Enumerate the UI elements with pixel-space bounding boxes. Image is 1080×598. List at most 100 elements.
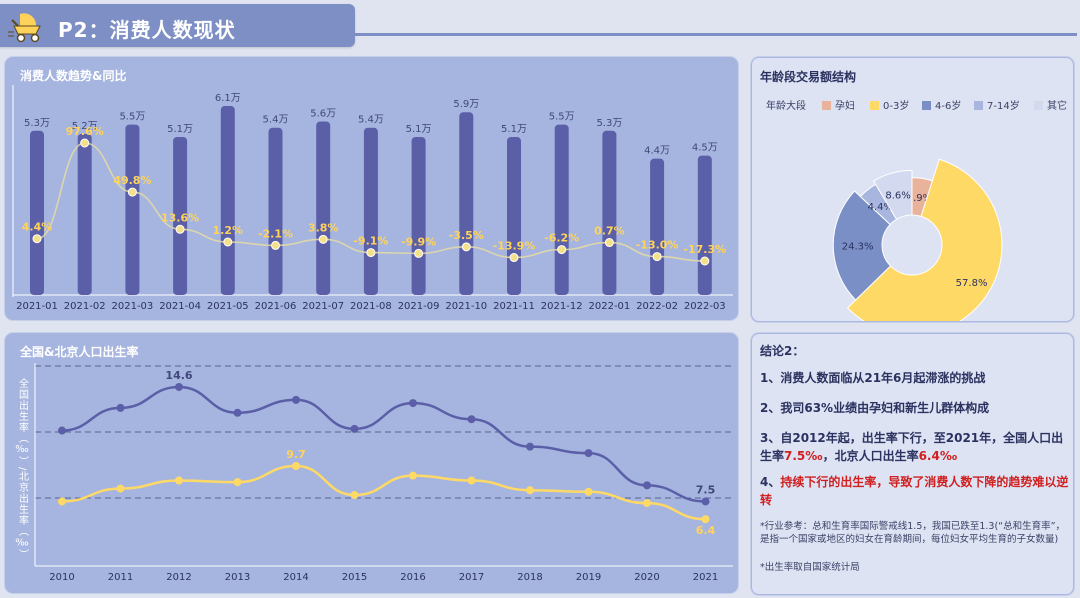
- x-tick-label: 2021-05: [207, 301, 249, 312]
- header-rule: [355, 33, 1077, 36]
- age-title: 年龄段交易额结构: [760, 70, 857, 84]
- legend-label: 其它: [1047, 99, 1067, 112]
- age-panel: 年龄段交易额结构 年龄大段 孕妇 0-3岁 4-6岁 7-14岁 其它 4.9% 57.8%…: [751, 57, 1074, 322]
- birth-data-label: 9.7: [286, 448, 306, 461]
- bar-label: 5.3万: [24, 118, 50, 129]
- birth-data-label: 14.6: [165, 369, 192, 382]
- x-tick-label: 2011: [108, 572, 133, 583]
- conclusion-panel: 结论2： 1、消费人数面临从21年6月起滞涨的挑战 2、我司63%业绩由孕妇和新…: [751, 333, 1074, 595]
- bar-label: 5.4万: [263, 115, 289, 126]
- bar-label: 4.4万: [644, 146, 670, 157]
- birth-point: [175, 476, 183, 485]
- pie-slice: [872, 169, 913, 220]
- legend-swatch: [974, 101, 983, 110]
- bar: [602, 130, 617, 295]
- x-tick-label: 2021-02: [64, 301, 106, 312]
- national-birth-line: [61, 385, 706, 503]
- conclusion-point-3: 3、自2012年起，出生率下行，至2021年，全国人口出生率7.5‰，北京人口出…: [760, 429, 1070, 465]
- bar: [363, 127, 378, 295]
- pie-slice: [846, 158, 1003, 321]
- bar-label: 4.5万: [692, 143, 718, 154]
- source-note: *出生率取自国家统计局: [760, 562, 860, 573]
- birth-point: [175, 382, 183, 391]
- bar-label: 5.2万: [72, 121, 98, 132]
- birth-point: [701, 497, 710, 506]
- bar-label: 5.1万: [501, 124, 527, 135]
- legend-label: 孕妇: [835, 99, 855, 112]
- x-tick-label: 2018: [517, 572, 542, 583]
- beijing-birth-line: [61, 464, 706, 521]
- yoy-label: 1.2%: [213, 224, 244, 237]
- x-tick-label: 2017: [459, 572, 484, 583]
- yoy-point: [509, 253, 519, 263]
- yoy-label: -9.1%: [353, 235, 388, 248]
- age-legend-title: 年龄大段: [766, 99, 806, 112]
- x-tick-label: 2021: [693, 572, 718, 583]
- birth-point: [58, 497, 66, 506]
- birth-point: [584, 487, 593, 496]
- yoy-label: 97.6%: [66, 125, 104, 138]
- bar-label: 5.1万: [406, 124, 432, 135]
- yoy-point: [414, 248, 424, 258]
- pie-label: 4.9%: [907, 193, 932, 204]
- birth-data-label: 7.5: [696, 483, 716, 496]
- birth-point: [116, 484, 125, 493]
- x-tick-label: 2012: [166, 572, 191, 583]
- conclusion-point-2: 2、我司63%业绩由孕妇和新生儿群体构成: [760, 401, 990, 415]
- yoy-point: [366, 248, 376, 258]
- conclusion-title: 结论2：: [760, 344, 805, 358]
- x-tick-label: 2022-02: [636, 301, 678, 312]
- birth-point: [292, 395, 300, 404]
- industry-note: *行业参考：总和生育率国际警戒线1.5，我国已跌至1.3(“总和生育率”，是指一…: [760, 521, 1066, 545]
- legend-swatch: [922, 101, 931, 110]
- yoy-label: -17.3%: [683, 243, 726, 256]
- x-tick-label: 2015: [342, 572, 367, 583]
- birth-point: [350, 424, 359, 433]
- conclusion-point-4-text: 持续下行的出生率，导致了消费人数下降的趋势难以逆转: [760, 475, 1069, 507]
- conclusion-point-4: 4、持续下行的出生率，导致了消费人数下降的趋势难以逆转: [760, 473, 1070, 509]
- trend-chart: 5.3万 2021-01 5.2万 2021-02 5.5万 2021-03 5.1万 202…: [12, 85, 733, 312]
- birth-point: [409, 399, 417, 408]
- x-tick-label: 2020: [634, 572, 659, 583]
- yoy-label: -13.0%: [636, 239, 679, 252]
- bar-label: 5.5万: [549, 112, 575, 123]
- birth-data-label: 6.4: [696, 524, 716, 537]
- yoy-label: -13.9%: [493, 240, 536, 253]
- conclusion-point-3-mid: ，北京人口出生率: [822, 449, 919, 463]
- x-tick-label: 2021-09: [398, 301, 440, 312]
- birth-point: [409, 471, 417, 480]
- bar-label: 5.3万: [596, 118, 622, 129]
- yoy-label: -9.9%: [401, 235, 436, 248]
- pie-slice: [832, 190, 892, 301]
- birth-point: [584, 449, 593, 458]
- birth-y-label: 全国出生率（‰）/北京出生率（‰）: [15, 377, 28, 561]
- x-tick-label: 2021-03: [112, 301, 154, 312]
- x-tick-label: 2021-08: [350, 301, 392, 312]
- yoy-point: [80, 138, 90, 148]
- birth-point: [526, 442, 534, 451]
- page-title: P2：消费人数现状: [58, 18, 236, 42]
- birth-point: [643, 481, 651, 490]
- age-chart: 年龄大段 孕妇 0-3岁 4-6岁 7-14岁 其它 4.9% 57.8% 24.3% 4.4%…: [766, 99, 1067, 321]
- x-tick-label: 2021-04: [159, 301, 201, 312]
- birth-point: [643, 499, 651, 508]
- title-bar: P2：消费人数现状: [0, 4, 355, 47]
- birth-point: [233, 478, 242, 487]
- pie-label: 4.4%: [868, 202, 893, 213]
- birth-point: [467, 476, 476, 485]
- conclusion-point-4-num: 4、: [760, 475, 781, 489]
- yoy-point: [223, 237, 233, 247]
- birth-point: [467, 415, 476, 424]
- bar-label: 5.4万: [358, 115, 384, 126]
- x-tick-label: 2021-06: [255, 301, 297, 312]
- yoy-label: 3.8%: [308, 221, 339, 234]
- trend-panel: 消费人数趋势&同比 5.3万 2021-01 5.2万 2021-02 5.5万 2021…: [5, 57, 738, 320]
- national-rate: 7.5‰: [784, 449, 823, 463]
- x-tick-label: 2021-12: [541, 301, 583, 312]
- birth-title: 全国&北京人口出生率: [20, 345, 139, 359]
- bar-label: 6.1万: [215, 93, 241, 104]
- x-tick-label: 2014: [283, 572, 308, 583]
- bar: [316, 121, 331, 295]
- birth-point: [350, 491, 359, 500]
- x-tick-label: 2021-10: [445, 301, 487, 312]
